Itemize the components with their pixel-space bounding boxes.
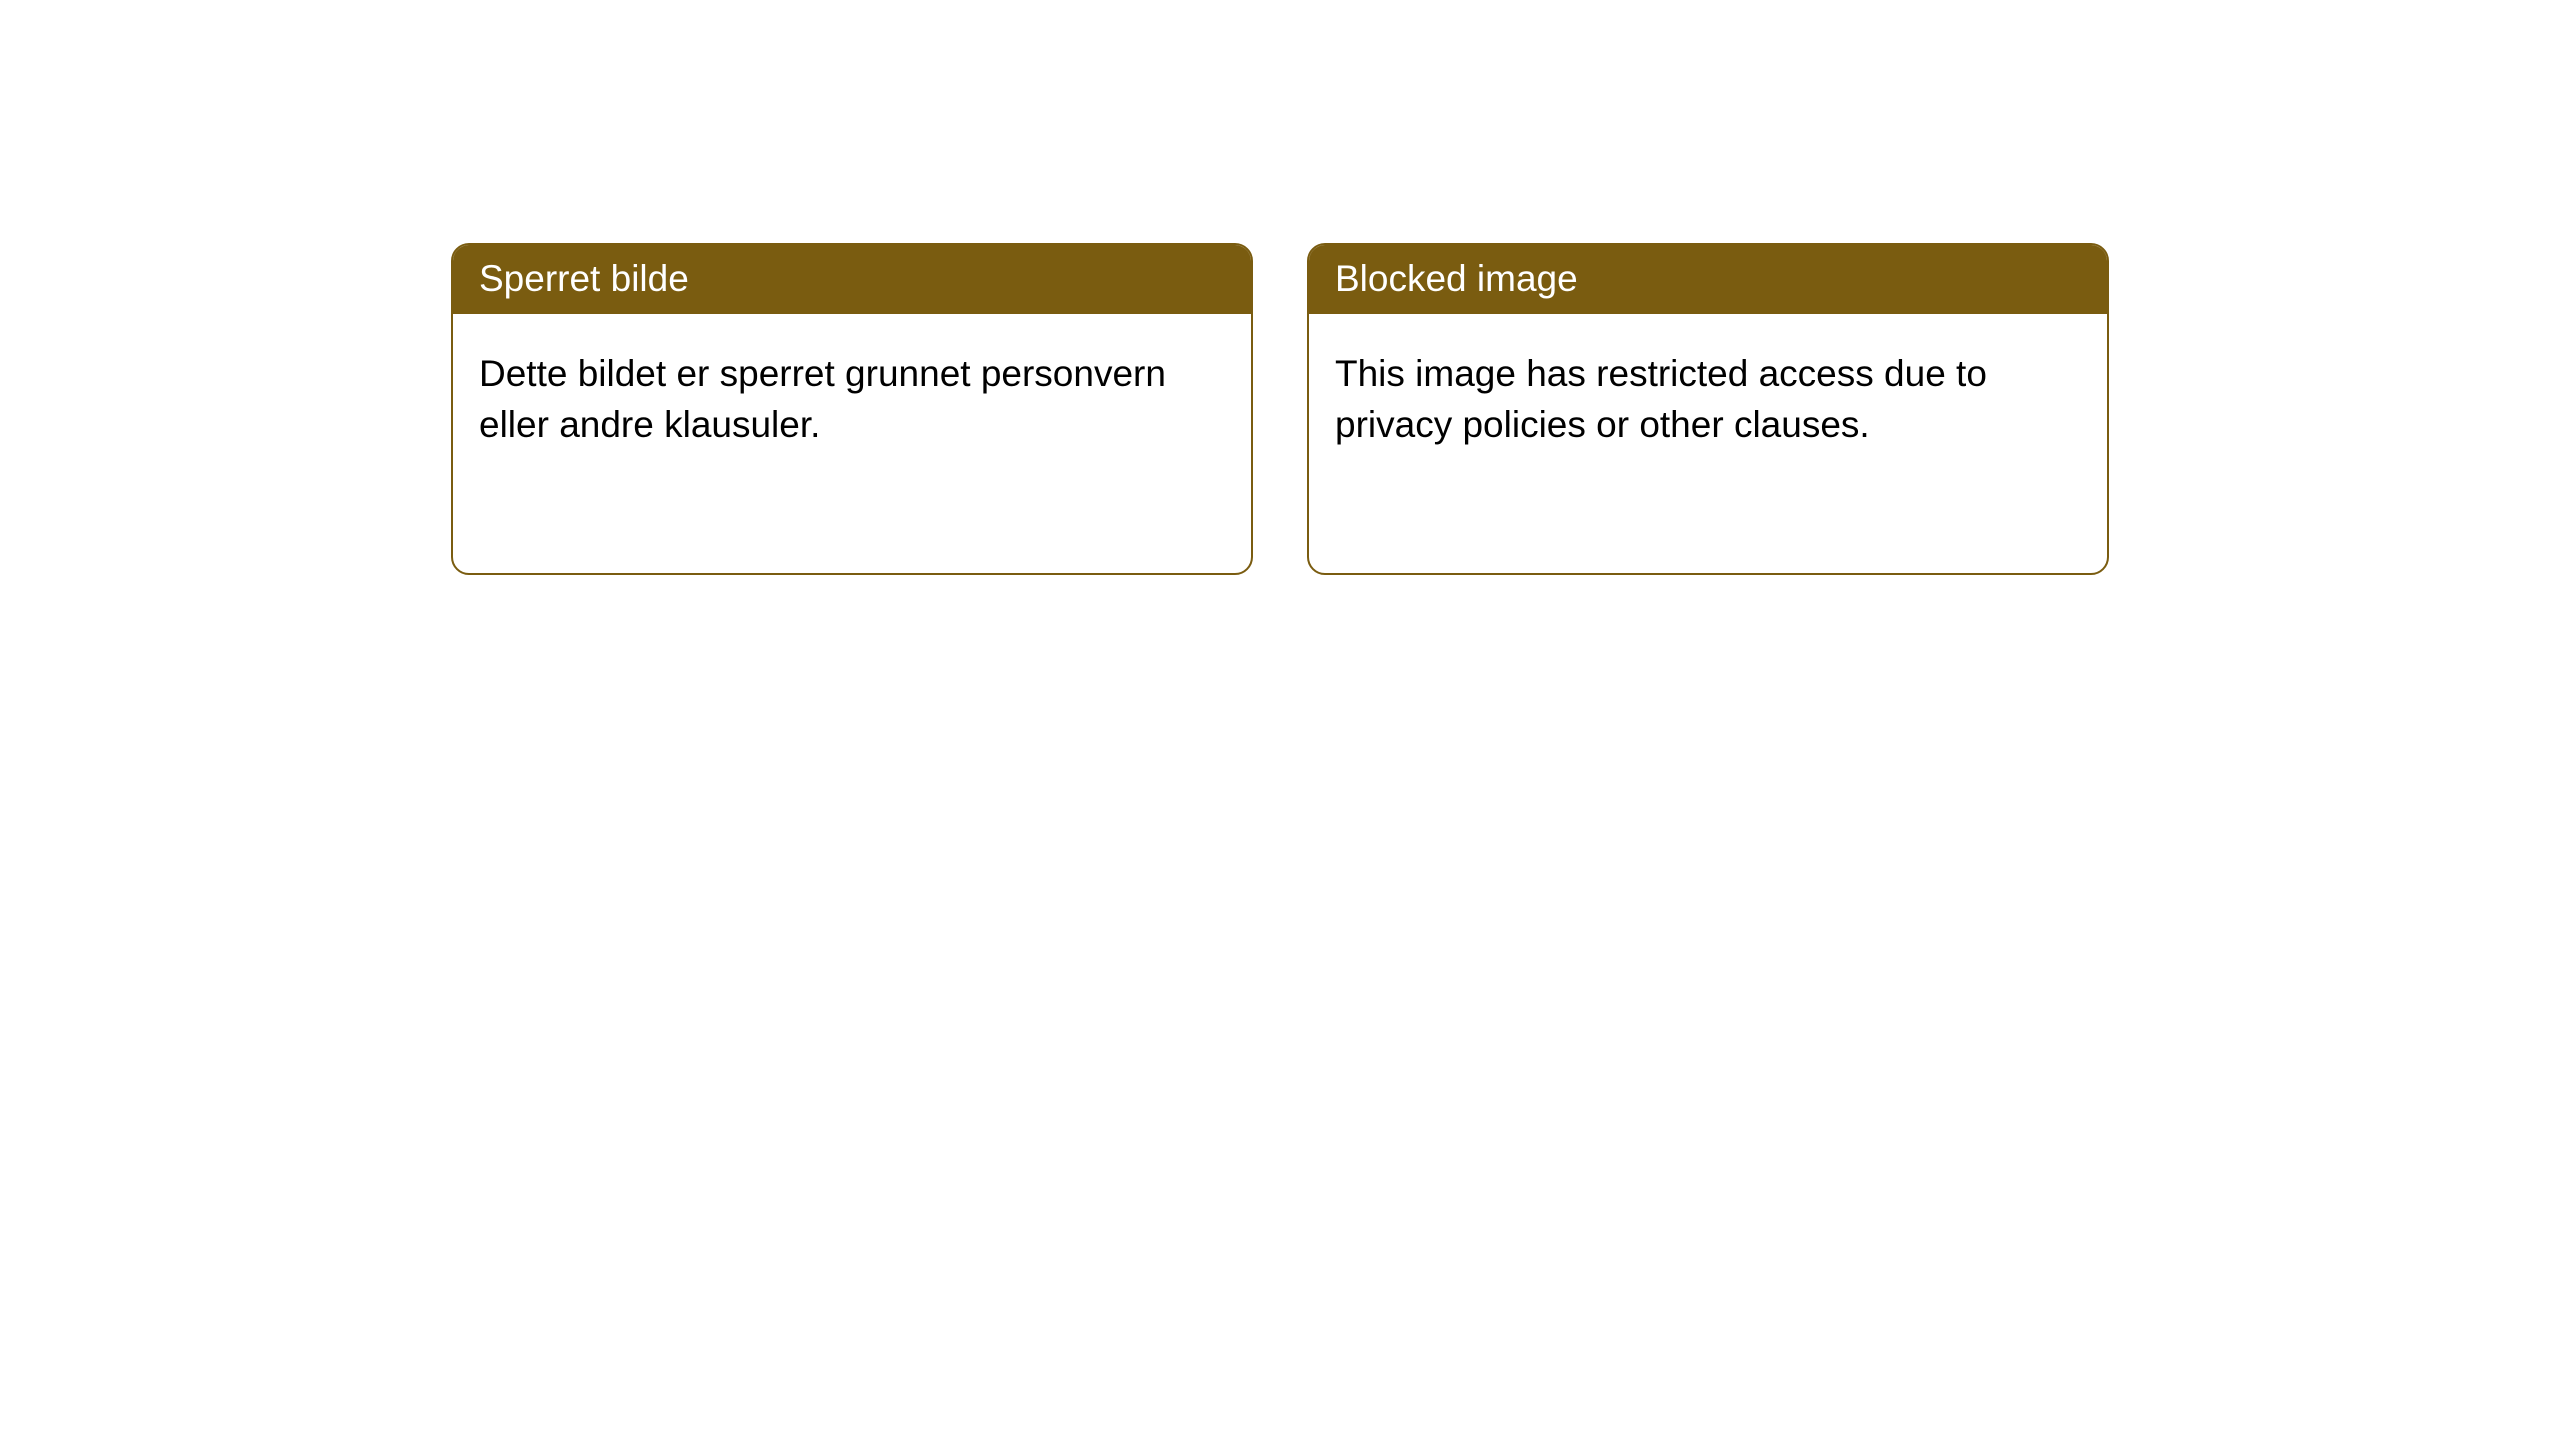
notice-card-en: Blocked image This image has restricted … [1307,243,2109,575]
notice-card-title: Sperret bilde [453,245,1251,314]
notice-card-title: Blocked image [1309,245,2107,314]
notice-cards-container: Sperret bilde Dette bildet er sperret gr… [0,0,2560,575]
notice-card-no: Sperret bilde Dette bildet er sperret gr… [451,243,1253,575]
notice-card-body: Dette bildet er sperret grunnet personve… [453,314,1251,476]
notice-card-body: This image has restricted access due to … [1309,314,2107,476]
